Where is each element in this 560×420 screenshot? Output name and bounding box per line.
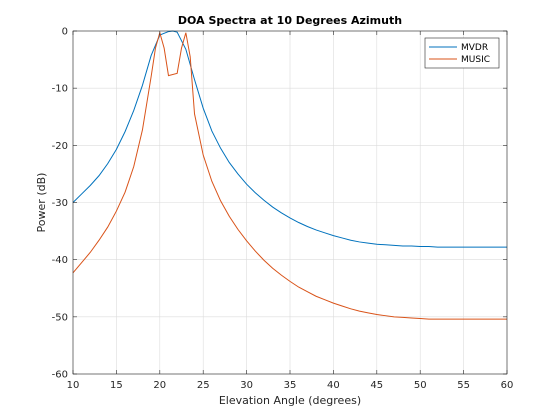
y-axis-title: Power (dB): [35, 173, 48, 233]
x-tick-label: 45: [370, 380, 383, 391]
y-tick-label: 0: [62, 27, 68, 38]
y-tick-label: -10: [52, 84, 68, 95]
series-layer: [72, 30, 507, 320]
y-tick-label: -60: [52, 370, 68, 381]
x-tick-label: 10: [67, 380, 80, 391]
y-tick-label: -30: [52, 198, 68, 209]
x-tick-label: 25: [197, 380, 210, 391]
x-tick-label: 50: [414, 380, 427, 391]
ticks: 10 15 20 25 30 35 40 45 50 55 60 0 -10 -20 -30 -40 -50 -6…: [52, 27, 514, 392]
x-tick-label: 60: [501, 380, 514, 391]
legend-label-mvdr: MVDR: [461, 43, 488, 53]
y-tick-label: -50: [52, 312, 68, 323]
legend-box: [424, 37, 500, 69]
chart-title: DOA Spectra at 10 Degrees Azimuth: [178, 14, 402, 27]
x-tick-label: 35: [284, 380, 297, 391]
x-tick-label: 55: [457, 380, 470, 391]
series-line-music: [72, 30, 507, 320]
y-tick-label: -40: [52, 255, 68, 266]
x-tick-label: 15: [110, 380, 123, 391]
x-tick-label: 30: [240, 380, 253, 391]
legend-label-music: MUSIC: [461, 55, 490, 65]
legend: MVDR MUSIC: [424, 37, 500, 69]
x-tick-label: 40: [327, 380, 340, 391]
x-tick-label: 20: [153, 380, 166, 391]
y-tick-label: -20: [52, 141, 68, 152]
x-axis-title: Elevation Angle (degrees): [219, 394, 361, 407]
series-line-mvdr: [72, 30, 507, 248]
